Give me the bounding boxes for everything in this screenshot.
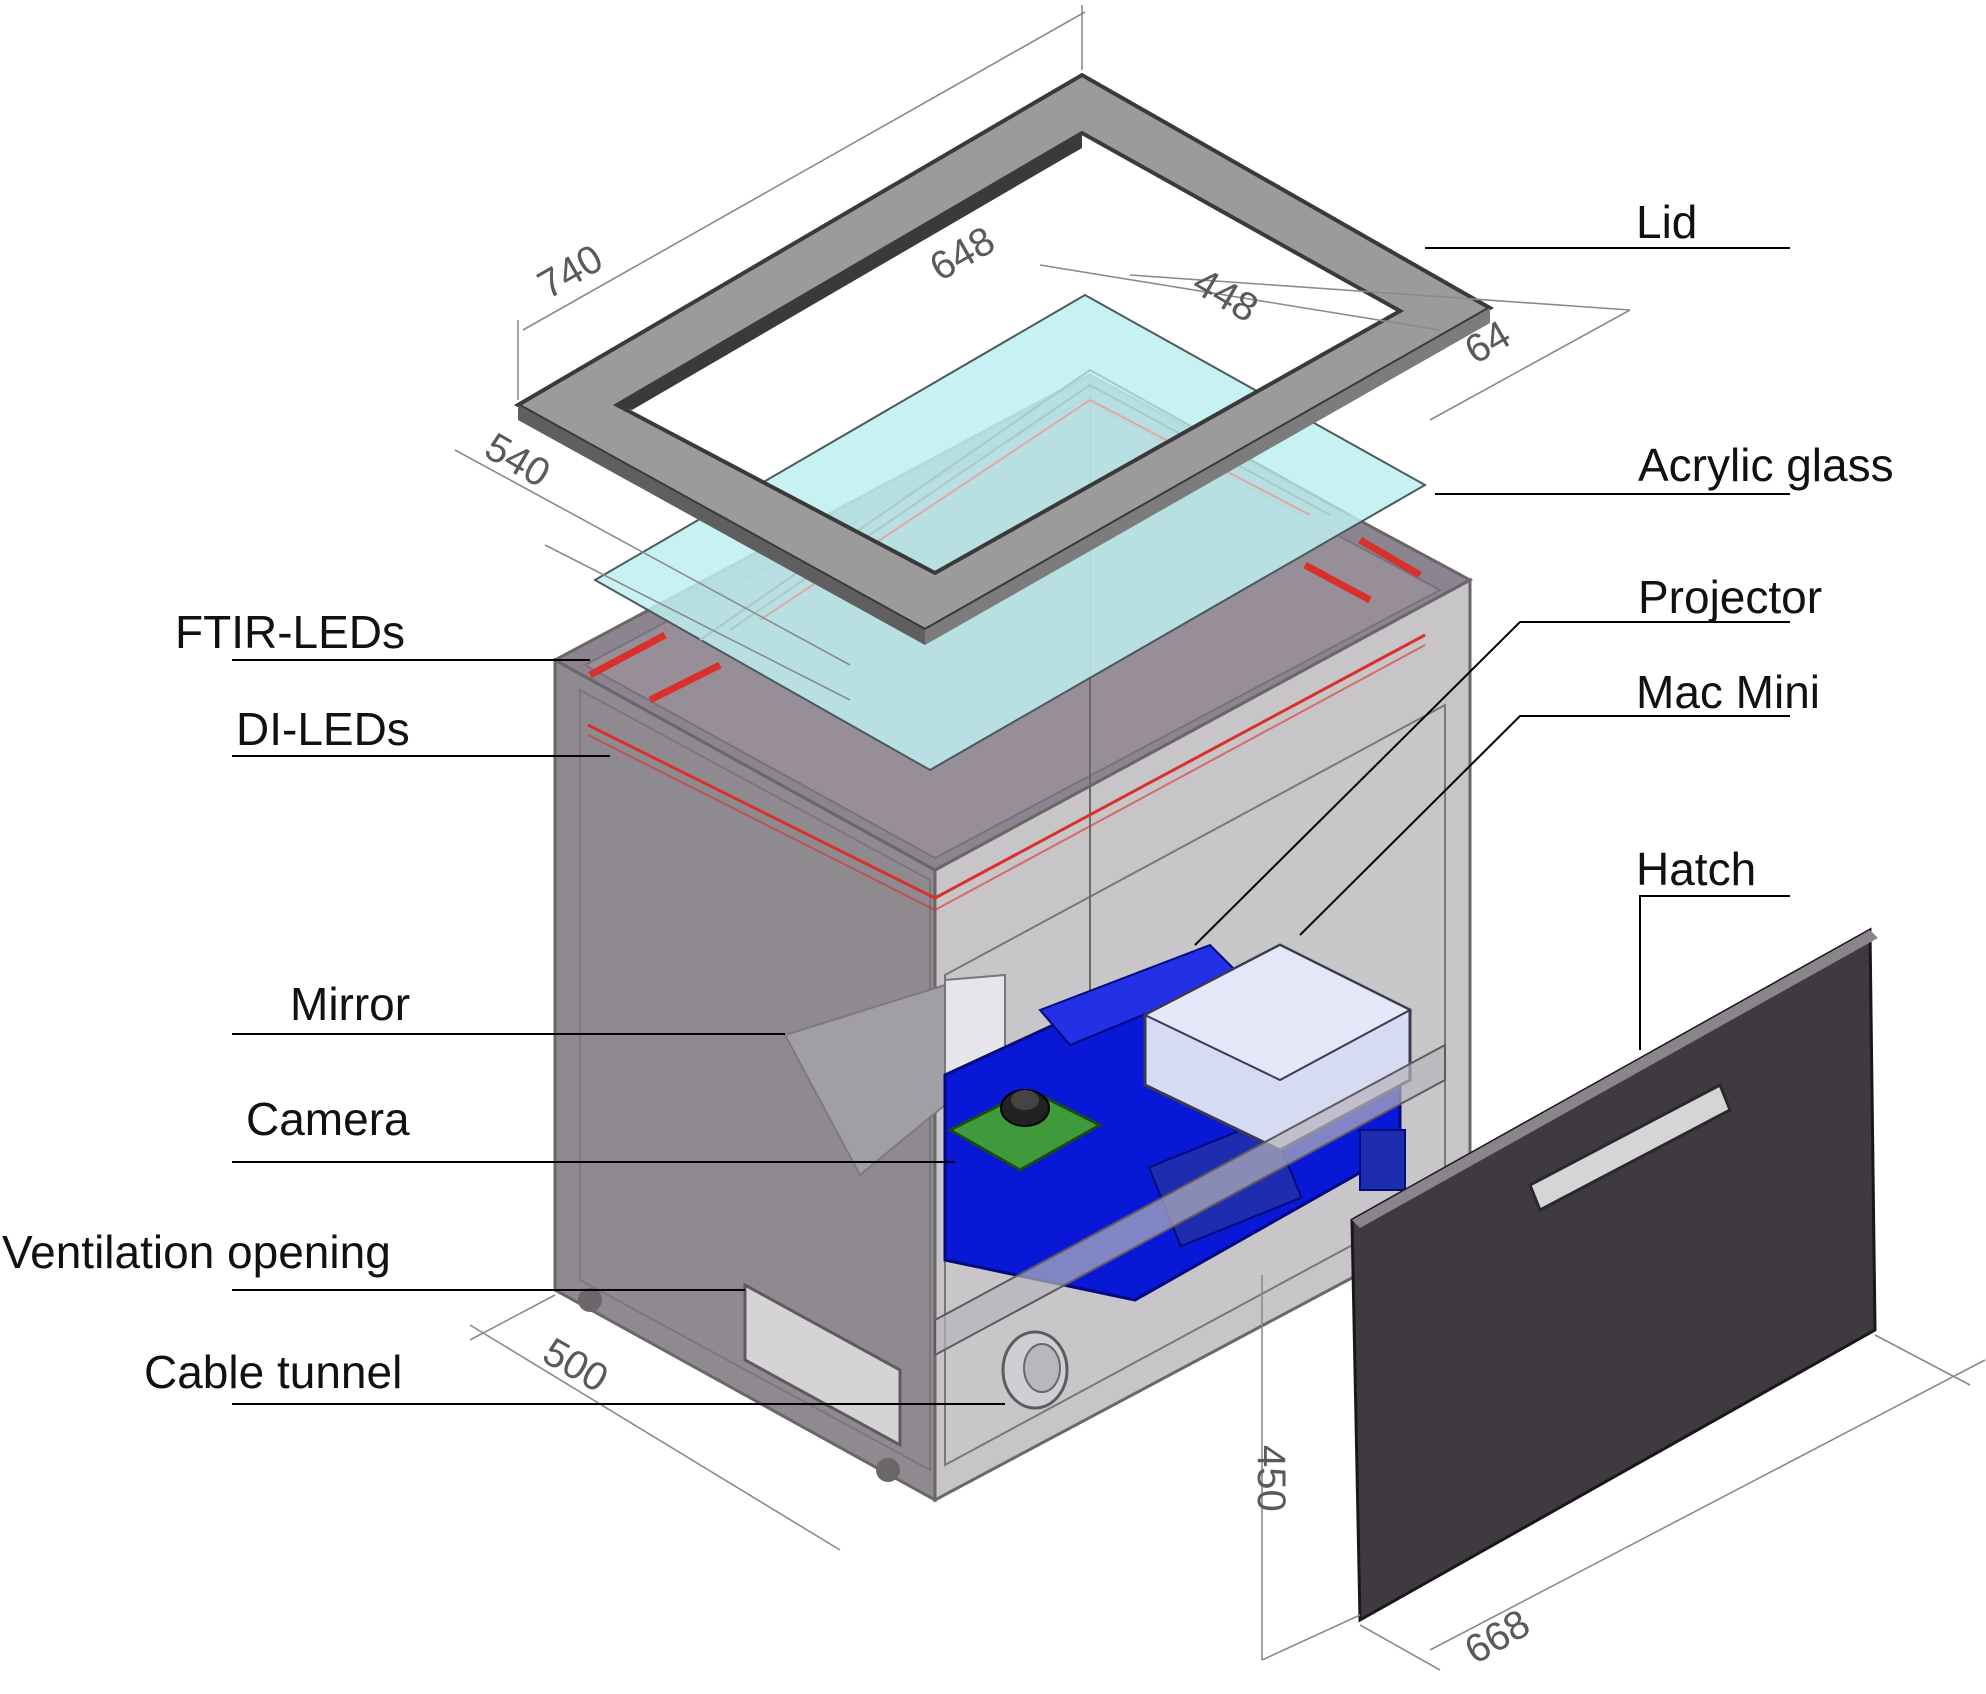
label-camera: Camera bbox=[246, 1093, 410, 1145]
leader-projector bbox=[1194, 621, 1790, 946]
hatch-handle bbox=[1528, 1082, 1732, 1213]
cable-tunnel-inner bbox=[1023, 1343, 1061, 1393]
camera-shape bbox=[946, 1088, 1104, 1172]
dim-line-frame-width bbox=[1429, 309, 1631, 421]
dim-lid-width: 540 bbox=[478, 425, 558, 496]
label-mac-mini: Mac Mini bbox=[1636, 666, 1820, 718]
hatch-panel bbox=[1350, 927, 1878, 1623]
label-acrylic-glass: Acrylic glass bbox=[1638, 439, 1894, 491]
dim-glass-width: 448 bbox=[1186, 260, 1266, 331]
dim-box-depth: 500 bbox=[536, 1330, 616, 1401]
dim-line-glass-width bbox=[1129, 274, 1631, 311]
lid-frame-edge-right bbox=[925, 308, 1490, 645]
label-ftir-leds: FTIR-LEDs bbox=[175, 606, 405, 658]
dim-line-glass-length bbox=[1039, 264, 1441, 331]
leader-lines bbox=[232, 247, 1790, 1405]
label-ventilation-opening: Ventilation opening bbox=[2, 1226, 391, 1278]
dim-box-height: 450 bbox=[1249, 1445, 1293, 1512]
di-led-strip bbox=[587, 633, 1426, 912]
box-left-inner-outline bbox=[579, 688, 931, 1472]
label-lid: Lid bbox=[1636, 196, 1697, 248]
label-di-leds: DI-LEDs bbox=[236, 703, 410, 755]
wheel-back-left bbox=[578, 1288, 602, 1312]
front-shelf bbox=[934, 1043, 1446, 1357]
dim-ext-7 bbox=[1874, 1334, 1971, 1386]
label-cable-tunnel: Cable tunnel bbox=[144, 1346, 402, 1398]
label-projector: Projector bbox=[1638, 571, 1822, 623]
wheel-front-left bbox=[876, 1458, 900, 1482]
ftir-led-strip bbox=[588, 536, 1422, 704]
lid-inner-bevel bbox=[617, 133, 1082, 410]
dimension-lines bbox=[454, 5, 1986, 1671]
dim-ext-3 bbox=[544, 544, 851, 701]
leader-hatch bbox=[1639, 895, 1790, 1050]
dim-line-hatch-width bbox=[1429, 1359, 1986, 1651]
lid-frame bbox=[513, 72, 1495, 645]
dim-ext-6 bbox=[1359, 1624, 1441, 1671]
leader-mac-mini bbox=[1299, 715, 1790, 936]
dim-hatch-width: 668 bbox=[1458, 1601, 1538, 1672]
label-mirror: Mirror bbox=[290, 978, 410, 1030]
callout-labels: Lid Acrylic glass Projector Mac Mini Hat… bbox=[2, 196, 1894, 1398]
dim-lid-length: 740 bbox=[531, 236, 611, 307]
dim-ext-5 bbox=[1261, 1614, 1361, 1661]
dim-ext-4 bbox=[469, 1294, 556, 1341]
dim-line-box-depth bbox=[469, 1324, 841, 1551]
label-hatch: Hatch bbox=[1636, 843, 1756, 895]
lid-frame-edge bbox=[518, 405, 925, 645]
dim-line-lid-length bbox=[522, 11, 1086, 331]
dim-line-lid-width bbox=[454, 449, 851, 666]
